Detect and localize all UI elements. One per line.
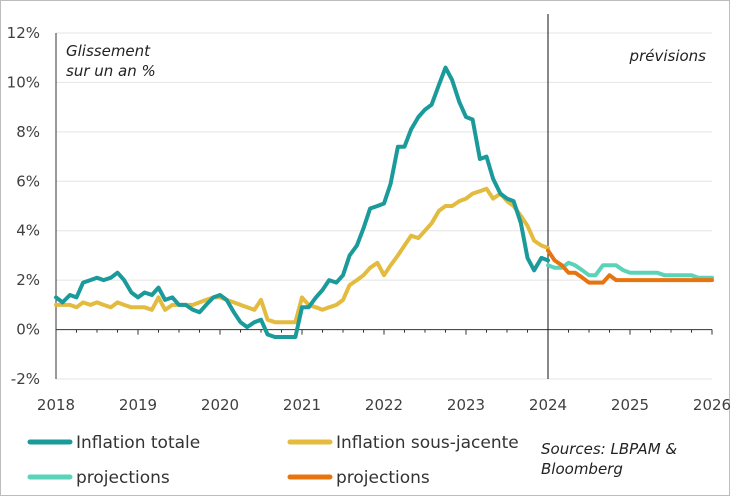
source-note-line1: Sources: LBPAM & bbox=[541, 440, 677, 458]
x-tick-label: 2023 bbox=[447, 396, 485, 414]
y-tick-label: 12% bbox=[7, 24, 40, 42]
legend: Inflation totale Inflation sous-jacente … bbox=[27, 433, 519, 488]
x-tick-label: 2025 bbox=[611, 396, 649, 414]
x-tick-label: 2020 bbox=[201, 396, 239, 414]
y-axis-ticks: -2% 0% 2% 4% 6% 8% 10% 12% bbox=[7, 24, 40, 388]
y-tick-label: 10% bbox=[7, 73, 40, 91]
series-inflation-totale bbox=[54, 65, 550, 339]
series-projections-orange bbox=[546, 248, 714, 285]
forecast-label: prévisions bbox=[629, 47, 707, 65]
y-unit-label-line2: sur un an % bbox=[66, 62, 156, 80]
x-tick-label: 2021 bbox=[283, 396, 321, 414]
x-tick-label: 2019 bbox=[119, 396, 157, 414]
source-note-line2: Bloomberg bbox=[541, 460, 623, 478]
y-tick-label: 6% bbox=[16, 172, 40, 190]
y-tick-label: -2% bbox=[11, 370, 40, 388]
legend-label-projections-teal: projections bbox=[76, 468, 170, 488]
x-tick-label: 2024 bbox=[529, 396, 567, 414]
series-projections-teal bbox=[546, 260, 714, 280]
y-unit-label-line1: Glissement bbox=[66, 42, 151, 60]
x-axis-ticks: 2018 2019 2020 2021 2022 2023 2024 2025 2026 bbox=[37, 329, 731, 414]
y-tick-label: 8% bbox=[16, 123, 40, 141]
x-tick-label: 2022 bbox=[365, 396, 403, 414]
y-gridlines bbox=[56, 32, 712, 380]
y-tick-label: 4% bbox=[16, 222, 40, 240]
y-tick-label: 0% bbox=[16, 321, 40, 339]
y-tick-label: 2% bbox=[16, 271, 40, 289]
legend-label-projections-orange: projections bbox=[336, 468, 430, 488]
legend-label-inflation-sous-jacente: Inflation sous-jacente bbox=[336, 433, 519, 453]
series-inflation-sous-jacente bbox=[54, 186, 550, 325]
x-tick-label: 2018 bbox=[37, 396, 75, 414]
x-tick-label: 2026 bbox=[693, 396, 731, 414]
legend-label-inflation-totale: Inflation totale bbox=[76, 433, 200, 453]
series-group bbox=[54, 65, 714, 339]
